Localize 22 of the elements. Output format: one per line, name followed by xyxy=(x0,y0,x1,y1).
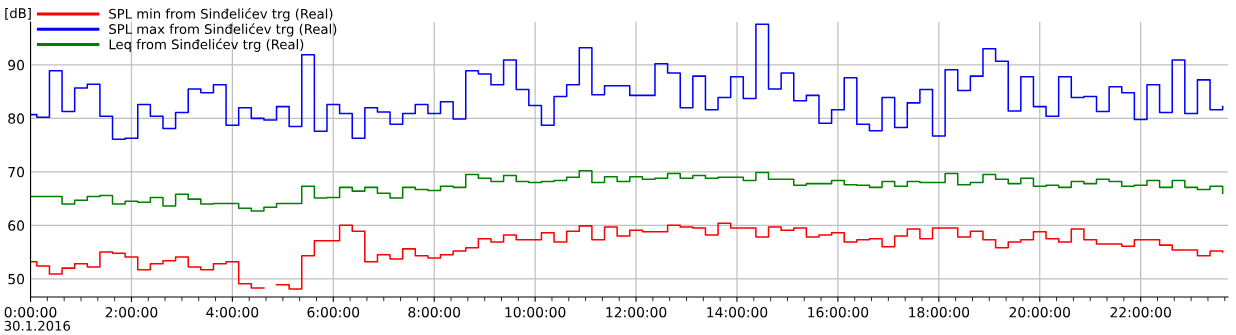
x-tick-label: 0:00:00 xyxy=(4,306,57,318)
legend-label: SPL max from Sinđelićev trg (Real) xyxy=(109,23,337,37)
y-tick-label: 70 xyxy=(8,166,25,178)
y-tick-label: 60 xyxy=(8,220,25,231)
x-tick-label: 16:00:00 xyxy=(808,306,869,318)
x-tick-label: 10:00:00 xyxy=(505,306,566,318)
y-axis-title: [dB] xyxy=(5,7,31,20)
y-tick-label: 90 xyxy=(8,59,25,71)
x-tick-label: 8:00:00 xyxy=(408,306,461,318)
x-tick-label: 2:00:00 xyxy=(105,306,158,318)
x-tick-label: 6:00:00 xyxy=(307,306,360,318)
y-tick-label: 50 xyxy=(8,273,25,285)
x-tick-label: 20:00:00 xyxy=(1009,306,1071,318)
x-tick-label: 4:00:00 xyxy=(206,306,259,318)
y-tick-label: 80 xyxy=(8,113,25,124)
legend-label: Leq from Sinđelićev trg (Real) xyxy=(109,38,304,52)
x-tick-label: 22:00:00 xyxy=(1110,306,1171,318)
x-tick-label: 18:00:00 xyxy=(909,306,970,318)
x-tick-label: 12:00:00 xyxy=(606,306,667,318)
x-tick-label: 14:00:00 xyxy=(707,306,768,318)
legend-label: SPL min from Sinđelićev trg (Real) xyxy=(109,8,333,22)
text: 30.1.2016 xyxy=(4,320,71,331)
